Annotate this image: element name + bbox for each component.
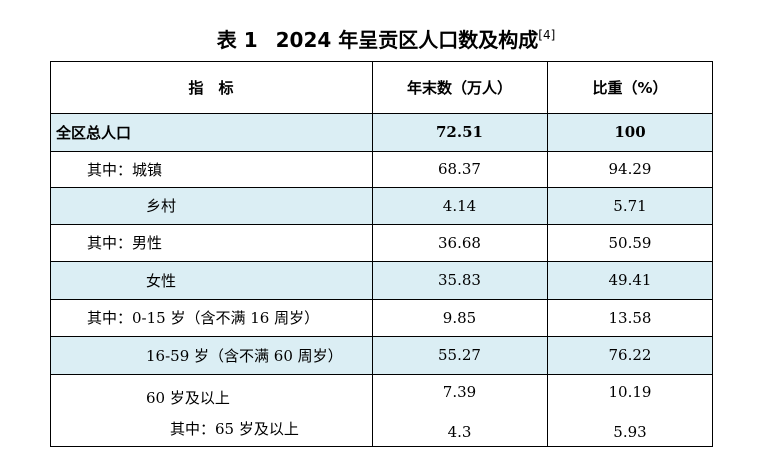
header-indicator: 指 标	[188, 78, 234, 97]
row-share-60-plus: 10.19	[608, 383, 652, 401]
table-title: 表 1 2024 年呈贡区人口数及构成[4]	[0, 24, 772, 53]
row-share: 5.71	[613, 196, 647, 215]
row-share: 94.29	[608, 160, 652, 178]
table-row-age-60-plus-group: 60 岁及以上 7.39 10.19 其中：65 岁及以上 4.3 5.93	[50, 374, 713, 447]
row-label-60-plus: 60 岁及以上	[146, 388, 230, 407]
table-header-row: 指 标 年末数（万人） 比重（%）	[50, 61, 713, 113]
row-label: 乡村	[146, 197, 177, 215]
table-number: 表 1	[216, 28, 258, 52]
row-share: 76.22	[608, 346, 652, 364]
table-row-rural: 乡村 4.14 5.71	[50, 187, 713, 224]
row-label: 其中：城镇	[87, 160, 163, 179]
row-value: 68.37	[438, 160, 481, 178]
population-table: 指 标 年末数（万人） 比重（%） 全区总人口 72.51 100 其中：城镇 …	[50, 61, 713, 447]
row-share: 50.59	[608, 233, 652, 252]
row-value-60-plus: 7.39	[442, 383, 477, 401]
row-value: 4.14	[442, 196, 477, 215]
row-share: 100	[614, 123, 646, 141]
row-label-65-plus: 其中：65 岁及以上	[170, 419, 299, 438]
header-share: 比重（%）	[592, 78, 668, 97]
table-row-age-16-59: 16-59 岁（含不满 60 周岁） 55.27 76.22	[50, 336, 713, 374]
reference-marker: [4]	[538, 28, 556, 42]
row-label: 女性	[146, 271, 177, 290]
row-label: 全区总人口	[56, 123, 132, 142]
row-value: 55.27	[438, 346, 481, 364]
table-title-text: 2024 年呈贡区人口数及构成	[275, 28, 539, 52]
row-share: 13.58	[608, 308, 652, 327]
row-value: 36.68	[438, 233, 481, 252]
table-row-male: 其中：男性 36.68 50.59	[50, 224, 713, 261]
row-label: 其中：0-15 岁（含不满 16 周岁）	[87, 309, 320, 327]
row-label: 16-59 岁（含不满 60 周岁）	[146, 346, 343, 365]
row-label: 其中：男性	[87, 234, 163, 252]
table-row-total: 全区总人口 72.51 100	[50, 113, 713, 151]
header-year-end-count: 年末数（万人）	[406, 78, 512, 97]
table-row-urban: 其中：城镇 68.37 94.29	[50, 151, 713, 187]
row-value: 9.85	[442, 308, 477, 327]
row-value-65-plus: 4.3	[447, 423, 472, 441]
row-share: 49.41	[608, 271, 652, 289]
table-row-age-0-15: 其中：0-15 岁（含不满 16 周岁） 9.85 13.58	[50, 299, 713, 336]
row-value: 35.83	[438, 271, 481, 289]
row-share-65-plus: 5.93	[613, 423, 647, 441]
row-value: 72.51	[436, 123, 483, 141]
table-row-female: 女性 35.83 49.41	[50, 261, 713, 299]
